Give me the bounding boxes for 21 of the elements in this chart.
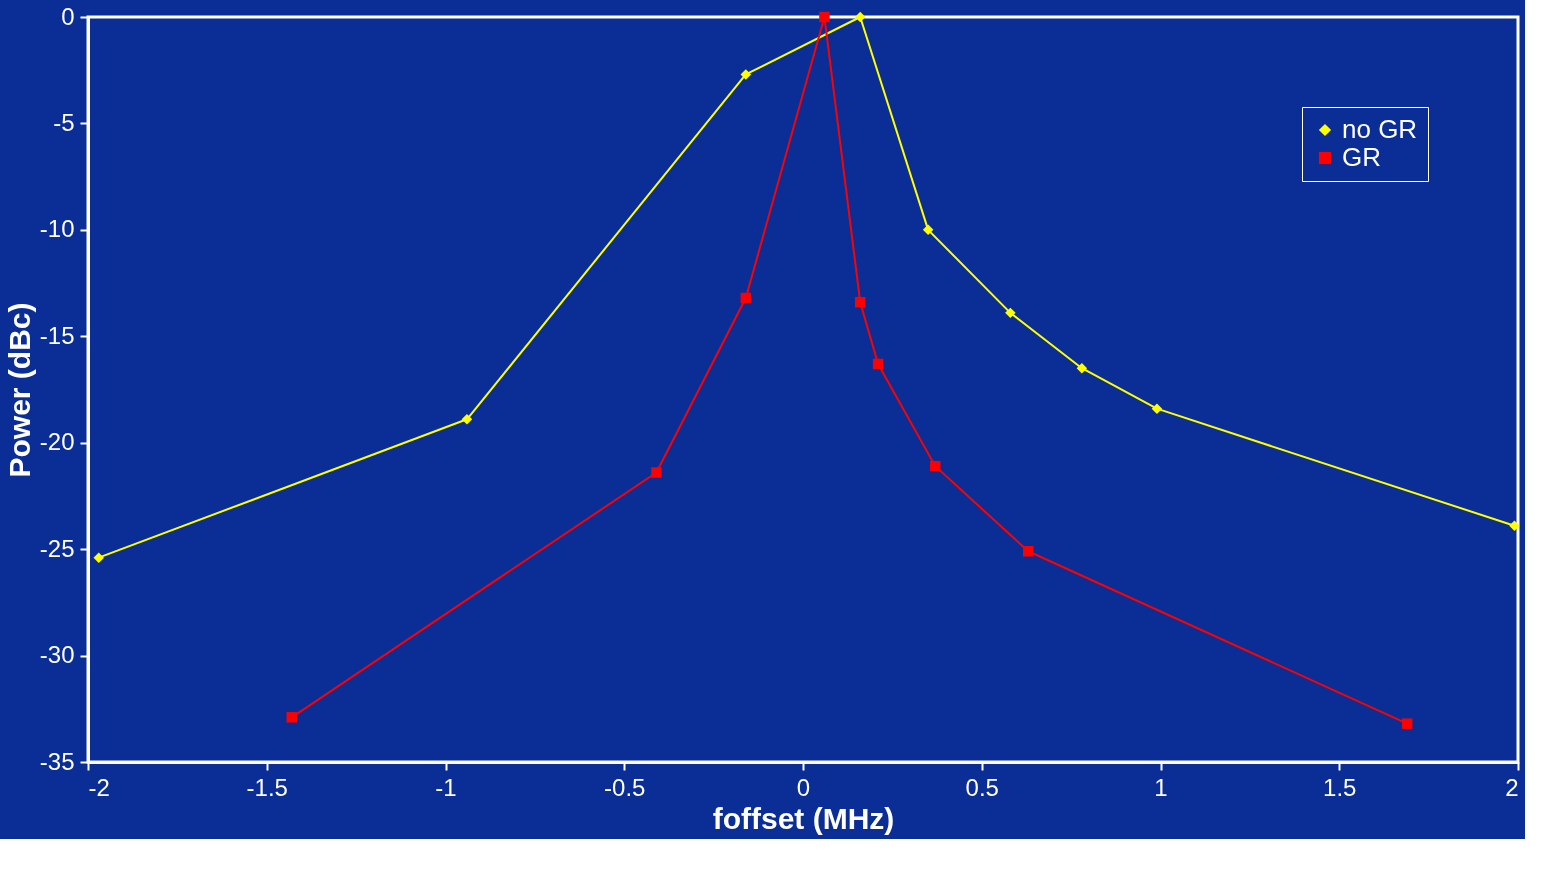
x-tick-label: 2 bbox=[1505, 773, 1519, 801]
y-tick-label: -30 bbox=[39, 641, 75, 669]
x-tick-label: -2 bbox=[88, 773, 110, 801]
y-tick-label: -5 bbox=[53, 108, 75, 136]
y-tick-label: -25 bbox=[39, 534, 75, 562]
x-tick-label: 1 bbox=[1154, 773, 1168, 801]
y-axis-title: Power (dBc) bbox=[2, 302, 36, 478]
y-tick-label: -10 bbox=[39, 215, 75, 243]
x-tick-label: -1 bbox=[435, 773, 457, 801]
x-tick-label: -0.5 bbox=[604, 773, 646, 801]
x-tick-label: 0.5 bbox=[965, 773, 999, 801]
y-tick-label: -35 bbox=[39, 747, 75, 775]
legend-label: GR bbox=[1342, 142, 1381, 172]
y-tick-label: 0 bbox=[61, 2, 75, 30]
y-tick-label: -15 bbox=[39, 321, 75, 349]
legend-label: no GR bbox=[1342, 114, 1418, 144]
x-axis-title: foffset (MHz) bbox=[712, 801, 895, 835]
x-tick-label: -1.5 bbox=[246, 773, 288, 801]
x-tick-label: 1.5 bbox=[1323, 773, 1357, 801]
y-tick-label: -20 bbox=[39, 428, 75, 456]
x-tick-label: 0 bbox=[796, 773, 811, 801]
